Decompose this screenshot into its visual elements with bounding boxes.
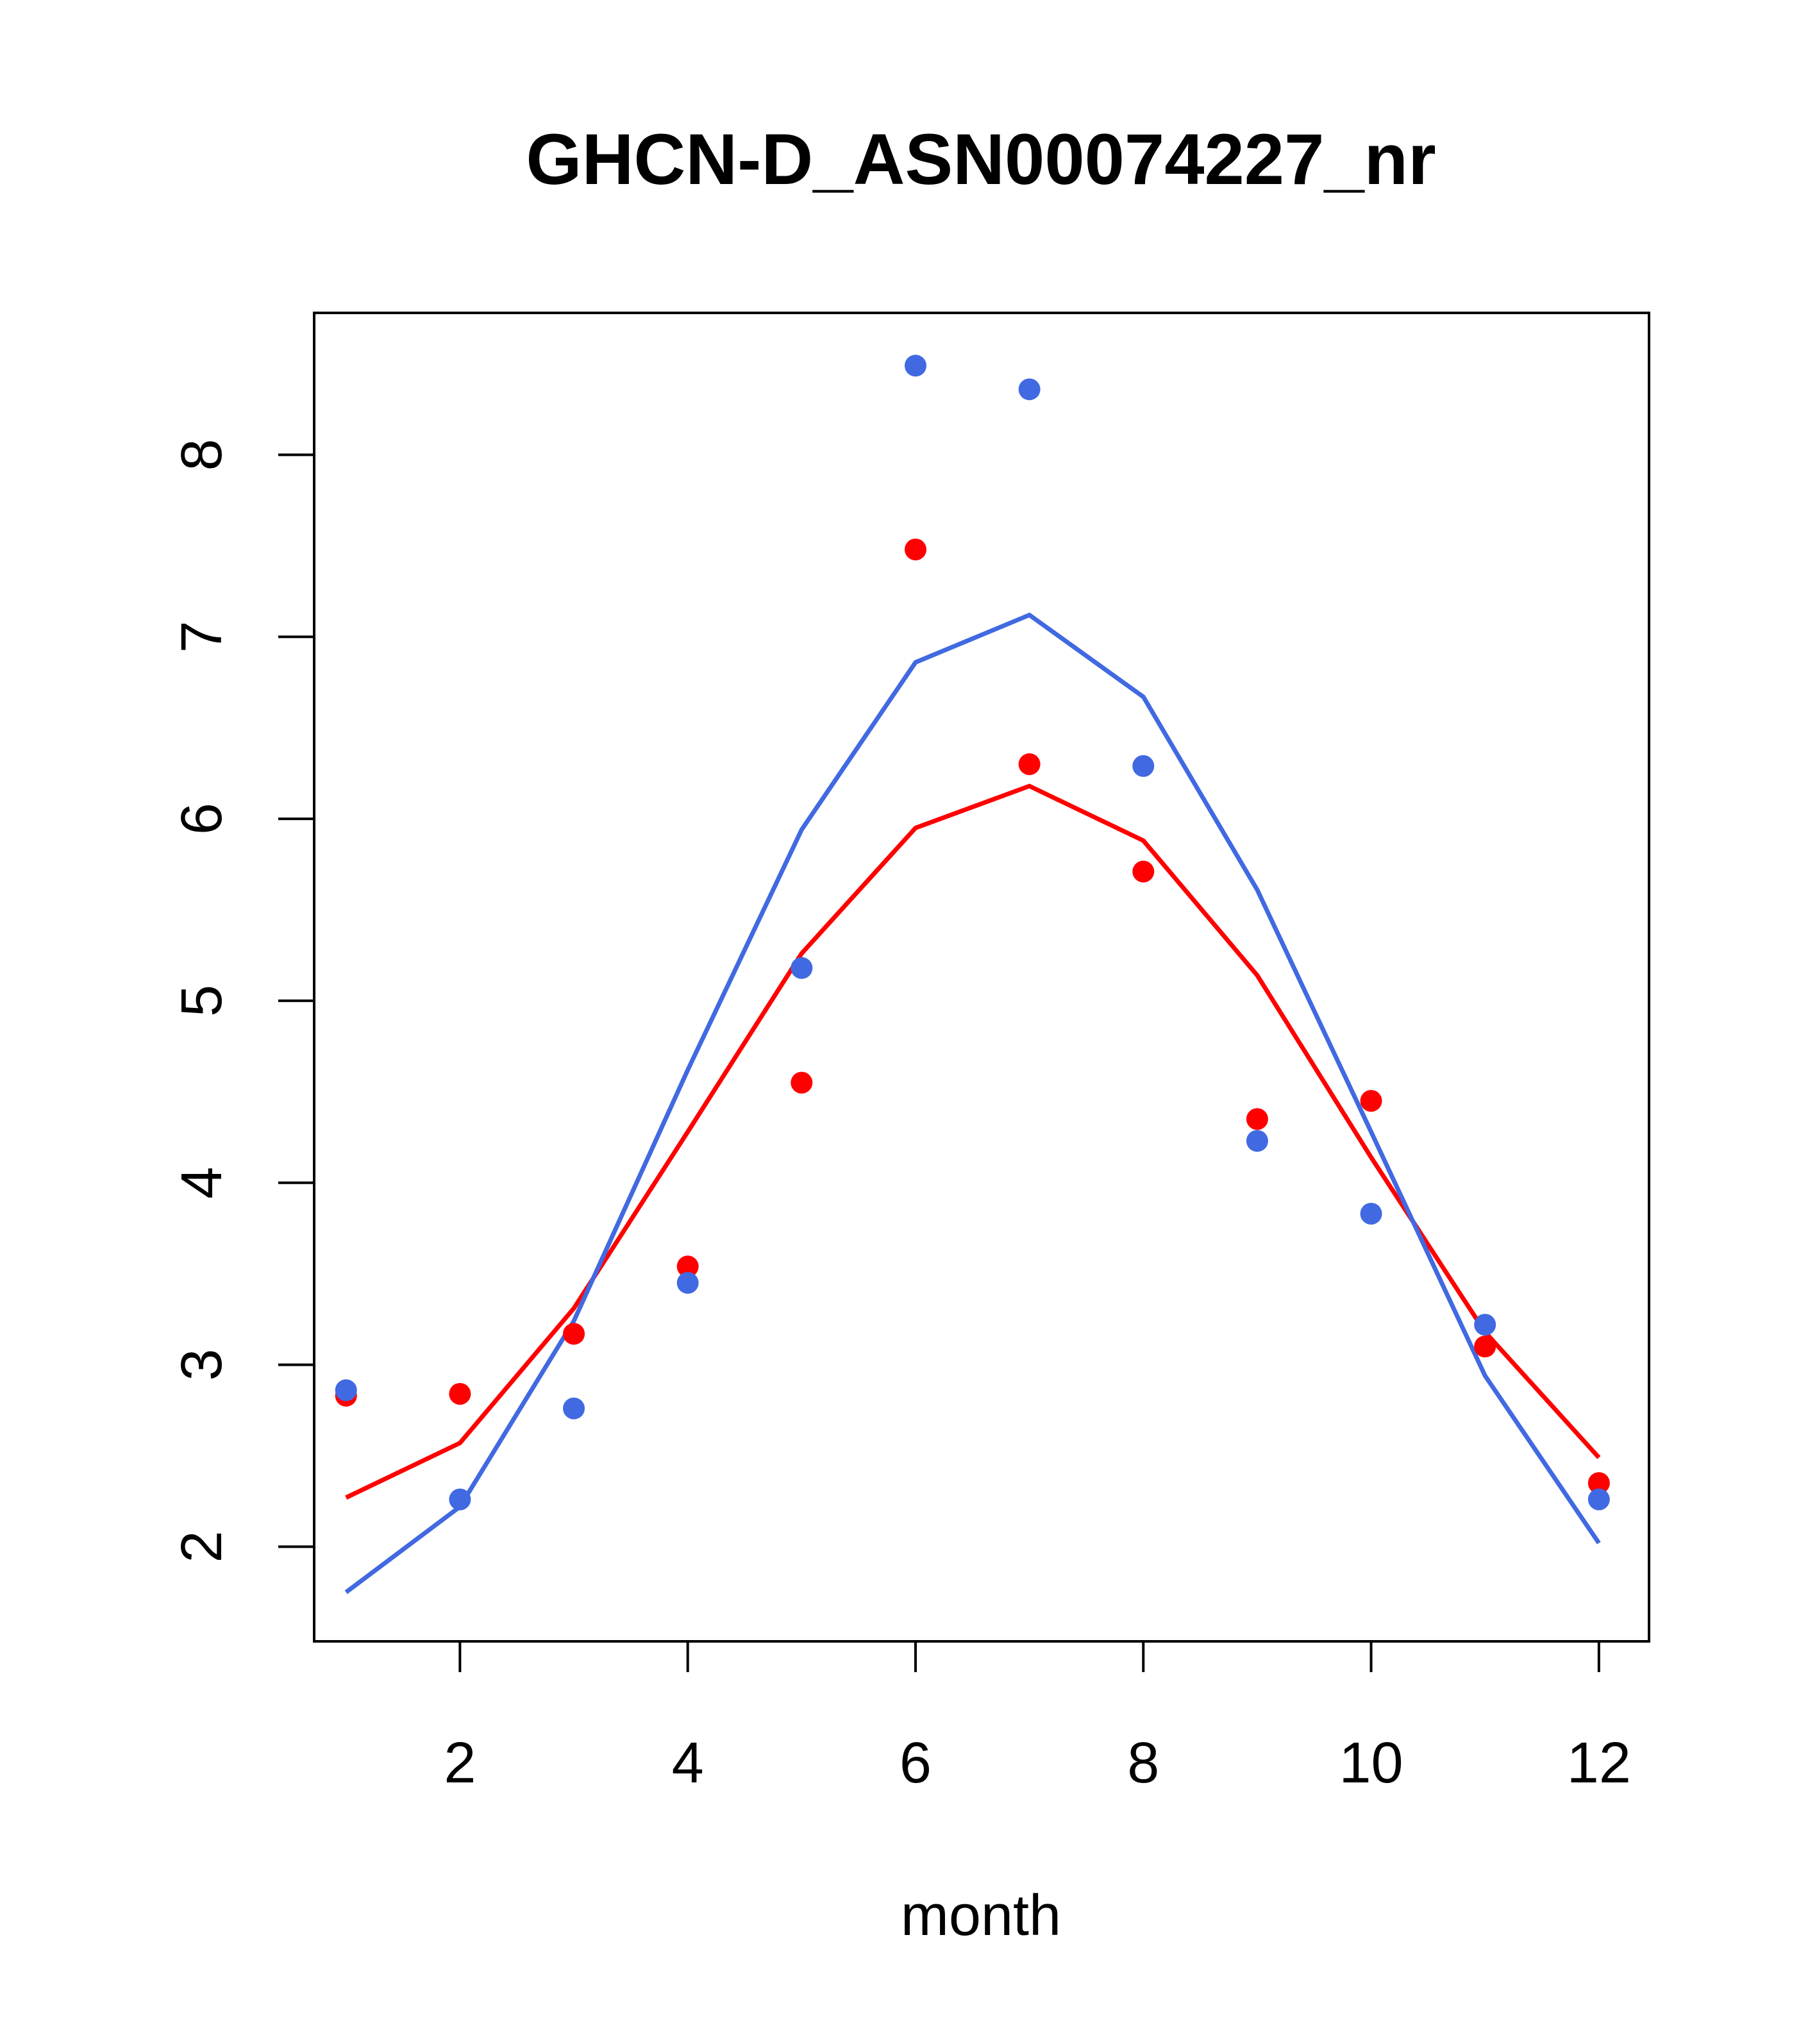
series-1-point [449, 1382, 471, 1405]
series-1-point [676, 1255, 699, 1278]
series-2-point [1360, 1202, 1382, 1225]
series-2-point [676, 1271, 699, 1294]
series-2-point [1587, 1488, 1610, 1511]
series-2-point [563, 1397, 585, 1420]
series-2-point [449, 1488, 471, 1511]
y-tick-label: 7 [170, 621, 234, 653]
y-tick-label: 4 [170, 1167, 234, 1199]
series-2-line [344, 612, 1601, 1595]
x-axis: 2 4 6 8 10 12 [444, 1641, 1631, 1795]
y-axis: 2 3 4 5 6 7 8 [170, 439, 314, 1562]
y-tick-label: 5 [170, 985, 234, 1017]
series-2-point [791, 957, 813, 979]
series-1-point [1018, 753, 1041, 775]
y-tick-label: 8 [170, 439, 234, 471]
x-tick-label: 12 [1567, 1731, 1631, 1795]
y-tick-label: 2 [170, 1530, 234, 1562]
series-2-point [1132, 755, 1155, 777]
x-axis-label: month [901, 1884, 1061, 1948]
series-1-point [904, 538, 926, 560]
y-tick-label: 3 [170, 1349, 234, 1381]
series-1-point [1474, 1336, 1496, 1358]
series-2-point [335, 1379, 357, 1402]
x-tick-label: 4 [672, 1731, 704, 1795]
series-2-point [1246, 1130, 1268, 1152]
y-tick-label: 6 [170, 803, 234, 835]
series-1-line [345, 783, 1601, 1500]
series-2-point [904, 355, 926, 377]
series-1-point [563, 1323, 585, 1345]
series-2-point [1474, 1314, 1496, 1336]
series-2-point [1018, 378, 1041, 401]
series-1-point [1587, 1472, 1610, 1495]
series-1-point [1360, 1090, 1382, 1112]
plot-frame [313, 312, 1650, 1643]
series-1-point [1246, 1108, 1268, 1130]
x-tick-label: 10 [1339, 1731, 1403, 1795]
series-layer [335, 355, 1610, 1595]
x-tick-label: 2 [444, 1731, 476, 1795]
series-1-point [1132, 860, 1155, 883]
chart-title: GHCN-D_ASN00074227_nr [526, 119, 1436, 199]
series-1-point [791, 1071, 813, 1094]
x-tick-label: 6 [900, 1731, 932, 1795]
x-tick-label: 8 [1127, 1731, 1159, 1795]
